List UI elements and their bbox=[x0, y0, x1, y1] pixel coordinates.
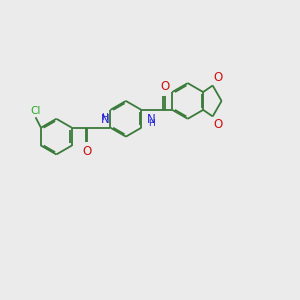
Text: O: O bbox=[82, 145, 92, 158]
Text: N: N bbox=[100, 113, 109, 126]
Text: H: H bbox=[148, 119, 154, 128]
Text: O: O bbox=[213, 71, 223, 84]
Text: Cl: Cl bbox=[30, 106, 41, 116]
Text: N: N bbox=[147, 113, 155, 126]
Text: O: O bbox=[160, 80, 169, 93]
Text: O: O bbox=[213, 118, 223, 131]
Text: H: H bbox=[101, 113, 108, 122]
